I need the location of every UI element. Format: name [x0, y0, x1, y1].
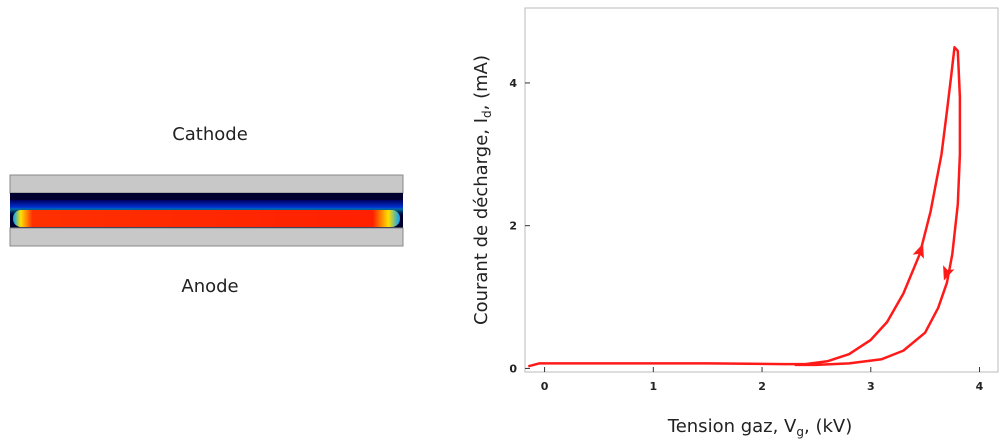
x-tick-label: 2 — [758, 380, 766, 393]
data-line — [527, 46, 962, 368]
x-tick-label: 4 — [976, 380, 984, 393]
direction-arrow — [943, 265, 955, 281]
cathode-label: Cathode — [172, 124, 248, 145]
x-axis-label: Tension gaz, Vg, (kV) — [667, 416, 852, 439]
x-tick-label: 0 — [541, 380, 549, 393]
plot-frame — [524, 7, 999, 373]
discharge-image — [9, 174, 404, 247]
y-tick-label: 2 — [509, 220, 517, 233]
x-tick-label: 3 — [867, 380, 875, 393]
x-tick-label: 1 — [649, 380, 657, 393]
y-tick-label: 0 — [509, 362, 517, 375]
y-tick-label: 4 — [509, 77, 517, 90]
direction-arrow — [912, 243, 924, 259]
anode-label: Anode — [181, 276, 238, 297]
y-axis-label: Courant de décharge, Id, (mA) — [471, 55, 494, 325]
